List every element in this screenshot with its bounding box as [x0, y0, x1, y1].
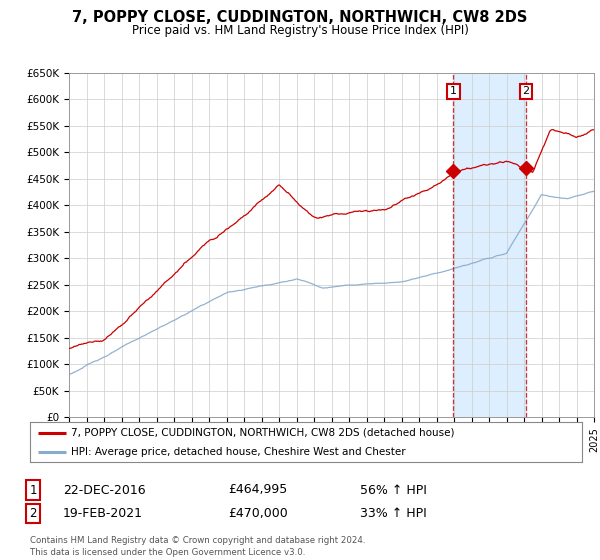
- Text: £470,000: £470,000: [228, 507, 288, 520]
- Text: 1: 1: [450, 86, 457, 96]
- Text: Contains HM Land Registry data © Crown copyright and database right 2024.
This d: Contains HM Land Registry data © Crown c…: [30, 536, 365, 557]
- Text: 7, POPPY CLOSE, CUDDINGTON, NORTHWICH, CW8 2DS (detached house): 7, POPPY CLOSE, CUDDINGTON, NORTHWICH, C…: [71, 428, 455, 438]
- Text: 7, POPPY CLOSE, CUDDINGTON, NORTHWICH, CW8 2DS: 7, POPPY CLOSE, CUDDINGTON, NORTHWICH, C…: [73, 10, 527, 25]
- Text: 19-FEB-2021: 19-FEB-2021: [63, 507, 143, 520]
- Text: Price paid vs. HM Land Registry's House Price Index (HPI): Price paid vs. HM Land Registry's House …: [131, 24, 469, 36]
- Text: 2: 2: [523, 86, 530, 96]
- Text: 56% ↑ HPI: 56% ↑ HPI: [360, 483, 427, 497]
- Text: £464,995: £464,995: [228, 483, 287, 497]
- Text: 33% ↑ HPI: 33% ↑ HPI: [360, 507, 427, 520]
- Text: HPI: Average price, detached house, Cheshire West and Chester: HPI: Average price, detached house, Ches…: [71, 447, 406, 457]
- Bar: [454, 73, 526, 417]
- Text: 2: 2: [29, 507, 37, 520]
- Text: 22-DEC-2016: 22-DEC-2016: [63, 483, 146, 497]
- Text: 1: 1: [29, 483, 37, 497]
